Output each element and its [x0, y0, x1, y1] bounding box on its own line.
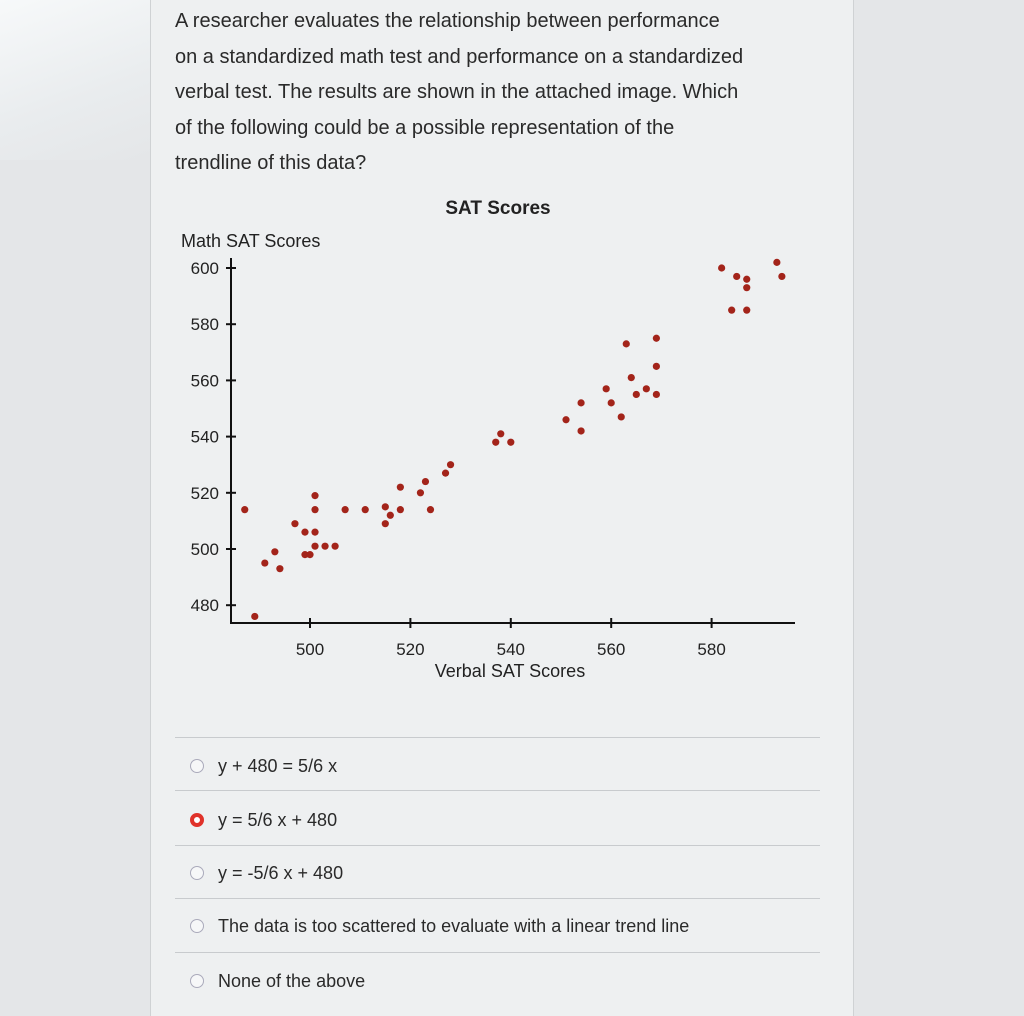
- data-point: [652, 390, 660, 399]
- data-point: [291, 520, 299, 528]
- x-axis-label: Verbal SAT Scores: [435, 661, 585, 681]
- data-point: [251, 612, 259, 621]
- x-tick-label: 580: [697, 640, 725, 659]
- screen-glare: [0, 0, 150, 160]
- data-point: [632, 390, 640, 399]
- data-point: [381, 520, 389, 528]
- data-point: [718, 264, 726, 272]
- data-point: [301, 528, 309, 536]
- data-point: [276, 565, 284, 573]
- data-point: [627, 373, 635, 382]
- data-point: [396, 506, 404, 514]
- data-point: [577, 399, 585, 407]
- data-point: [311, 528, 319, 536]
- y-tick-label: 560: [191, 371, 219, 390]
- data-point: [311, 542, 319, 550]
- answer-option[interactable]: y + 480 = 5/6 x: [190, 752, 337, 780]
- option-label: y + 480 = 5/6 x: [218, 755, 338, 776]
- data-point: [492, 438, 500, 446]
- radio-button[interactable]: [190, 974, 204, 988]
- data-point: [778, 272, 786, 281]
- y-tick-label: 520: [191, 484, 219, 503]
- question-line: A researcher evaluates the relationship …: [175, 10, 720, 32]
- answer-option[interactable]: y = -5/6 x + 480: [190, 859, 343, 887]
- data-point: [773, 258, 781, 266]
- question-panel: [150, 0, 854, 1016]
- data-point: [381, 503, 389, 511]
- option-label: y = -5/6 x + 480: [218, 862, 344, 883]
- option-divider: [175, 790, 820, 791]
- data-point: [361, 506, 369, 514]
- y-tick-label: 500: [191, 540, 219, 559]
- data-point: [416, 489, 425, 497]
- data-point: [446, 461, 455, 469]
- question-text: A researcher evaluates the relationship …: [175, 4, 743, 182]
- option-divider: [175, 845, 820, 846]
- data-point: [743, 284, 751, 292]
- question-line: of the following could be a possible rep…: [175, 116, 675, 139]
- data-point: [301, 551, 309, 559]
- data-point: [507, 438, 515, 446]
- data-point: [311, 492, 319, 500]
- data-point: [577, 427, 585, 435]
- data-point: [271, 548, 279, 556]
- radio-button[interactable]: [190, 919, 204, 933]
- answer-option[interactable]: None of the above: [190, 967, 365, 995]
- data-point: [396, 483, 404, 491]
- data-point: [306, 551, 314, 559]
- y-tick-label: 480: [191, 596, 219, 615]
- x-tick-label: 500: [296, 640, 324, 659]
- data-point: [652, 362, 660, 370]
- answer-option[interactable]: The data is too scattered to evaluate wi…: [190, 912, 689, 940]
- data-point: [331, 542, 339, 550]
- question-line: on a standardized math test and performa…: [175, 45, 744, 68]
- y-tick-label: 540: [191, 428, 219, 447]
- data-point: [728, 306, 736, 314]
- data-point: [386, 511, 394, 519]
- data-point: [441, 469, 450, 477]
- option-divider: [175, 898, 820, 899]
- data-point: [562, 416, 570, 424]
- data-point: [642, 385, 650, 393]
- data-point: [426, 506, 435, 514]
- data-point: [341, 506, 349, 514]
- radio-button[interactable]: [190, 866, 204, 880]
- option-divider: [175, 952, 820, 953]
- radio-button[interactable]: [190, 759, 204, 773]
- data-point: [743, 275, 751, 283]
- y-tick-label: 600: [191, 259, 219, 278]
- x-tick-label: 520: [396, 640, 424, 659]
- option-label: The data is too scattered to evaluate wi…: [218, 915, 690, 936]
- data-point: [743, 306, 751, 314]
- question-line: verbal test. The results are shown in th…: [175, 81, 739, 103]
- radio-selected[interactable]: [190, 813, 204, 827]
- data-point: [261, 559, 269, 567]
- option-label: None of the above: [218, 970, 366, 991]
- data-point: [497, 430, 505, 438]
- data-point: [652, 334, 660, 342]
- data-point: [241, 506, 249, 514]
- answer-option[interactable]: y = 5/6 x + 480: [190, 806, 337, 834]
- data-point: [321, 542, 329, 550]
- question-line: trendline of this data?: [175, 152, 367, 174]
- x-tick-label: 540: [497, 640, 525, 659]
- data-point: [622, 340, 630, 348]
- option-label: y = 5/6 x + 480: [218, 809, 338, 830]
- data-point: [421, 477, 430, 486]
- y-axis-label: Math SAT Scores: [181, 231, 320, 251]
- data-point: [617, 413, 625, 421]
- data-point: [607, 399, 615, 407]
- y-tick-label: 580: [191, 315, 219, 334]
- option-divider: [175, 737, 820, 738]
- data-point: [602, 385, 610, 393]
- data-point: [311, 506, 319, 514]
- chart-title: SAT Scores: [445, 198, 550, 219]
- data-point: [733, 272, 741, 281]
- x-tick-label: 560: [597, 640, 625, 659]
